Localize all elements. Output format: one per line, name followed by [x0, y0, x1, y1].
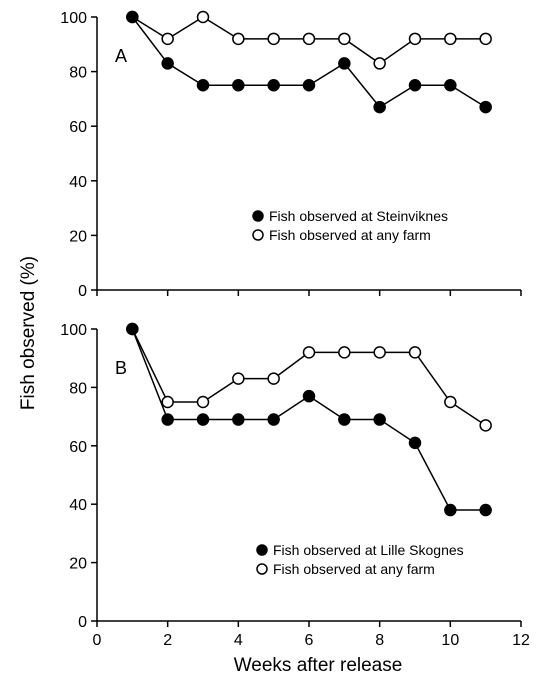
data-point-filled: [408, 436, 422, 450]
x-tick-label: 8: [375, 632, 384, 649]
legend-marker-open: [256, 563, 268, 575]
x-tick-label: 10: [441, 632, 459, 649]
panel-b: 0 20 40 60 80 100 0 2 4 6 8 10 12 B Fish observed at L…: [60, 322, 530, 649]
data-point-open: [444, 32, 457, 46]
x-tick-label: 12: [512, 632, 530, 649]
legend-label: Fish observed at any farm: [273, 561, 435, 577]
data-point-filled: [444, 79, 457, 92]
legend-label: Fish observed at any farm: [269, 227, 431, 243]
panel-label: B: [115, 358, 127, 378]
data-point-filled: [302, 79, 316, 92]
data-point-filled: [479, 100, 492, 114]
data-point-open: [302, 32, 316, 46]
data-point-filled: [338, 57, 351, 70]
y-tick-label: 60: [69, 119, 87, 136]
y-tick-label: 40: [69, 497, 87, 514]
y-tick-label: 80: [69, 65, 87, 82]
legend-marker-open: [252, 229, 264, 241]
data-point-open: [373, 346, 386, 359]
x-tick-label: 4: [234, 632, 243, 649]
series-line-filled: [131, 16, 487, 109]
data-point-open: [373, 57, 386, 70]
data-point-filled: [373, 413, 386, 426]
data-point-filled: [267, 413, 280, 426]
data-point-filled: [126, 322, 139, 336]
data-point-filled: [161, 413, 174, 426]
data-point-open: [479, 32, 492, 46]
panel-a: 0 20 40 60 80 100 A Fish observed at Steinvikne…: [60, 10, 522, 300]
x-tick-label: 0: [93, 632, 102, 649]
data-point-filled: [373, 100, 386, 114]
series-line-open: [131, 328, 487, 426]
x-tick-label: 6: [305, 632, 314, 649]
y-tick-label: 80: [69, 380, 87, 397]
data-point-filled: [232, 79, 245, 92]
x-axis-title: Weeks after release: [234, 655, 403, 676]
legend-marker-filled: [256, 544, 268, 556]
data-point-open: [196, 395, 210, 409]
data-point-open: [196, 10, 210, 24]
y-tick-label: 40: [69, 174, 87, 191]
data-point-filled: [267, 79, 280, 92]
data-point-filled: [302, 389, 316, 403]
y-tick-label: 100: [60, 322, 87, 339]
data-point-open: [408, 32, 422, 46]
data-point-filled: [479, 503, 492, 517]
y-tick-label: 20: [69, 228, 87, 245]
data-point-open: [267, 372, 280, 385]
data-point-open: [161, 395, 174, 409]
data-point-filled: [126, 10, 139, 24]
panel-label: A: [115, 46, 127, 66]
data-point-open: [338, 32, 351, 46]
data-point-open: [479, 419, 492, 432]
data-point-filled: [196, 413, 210, 426]
x-tick-label: 2: [163, 632, 172, 649]
data-point-filled: [232, 413, 245, 426]
y-tick-label: 20: [69, 556, 87, 573]
data-point-filled: [196, 79, 210, 92]
legend-label: Fish observed at Lille Skognes: [273, 542, 464, 558]
data-point-filled: [408, 79, 422, 92]
data-point-open: [161, 32, 174, 46]
y-tick-label: 0: [78, 283, 87, 300]
y-tick-label: 100: [60, 10, 87, 27]
y-axis-title: Fish observed (%): [18, 256, 39, 410]
data-point-open: [232, 372, 245, 385]
data-point-open: [338, 346, 351, 359]
data-point-filled: [444, 503, 457, 517]
legend-marker-filled: [252, 210, 264, 222]
data-point-open: [232, 32, 245, 46]
data-point-open: [302, 346, 316, 359]
y-tick-label: 60: [69, 439, 87, 456]
data-point-open: [444, 395, 457, 409]
data-point-filled: [338, 413, 351, 426]
y-tick-label: 0: [78, 614, 87, 631]
data-point-filled: [161, 57, 174, 70]
data-point-open: [267, 32, 280, 46]
data-point-open: [408, 346, 422, 359]
legend-label: Fish observed at Steinviknes: [269, 208, 448, 224]
